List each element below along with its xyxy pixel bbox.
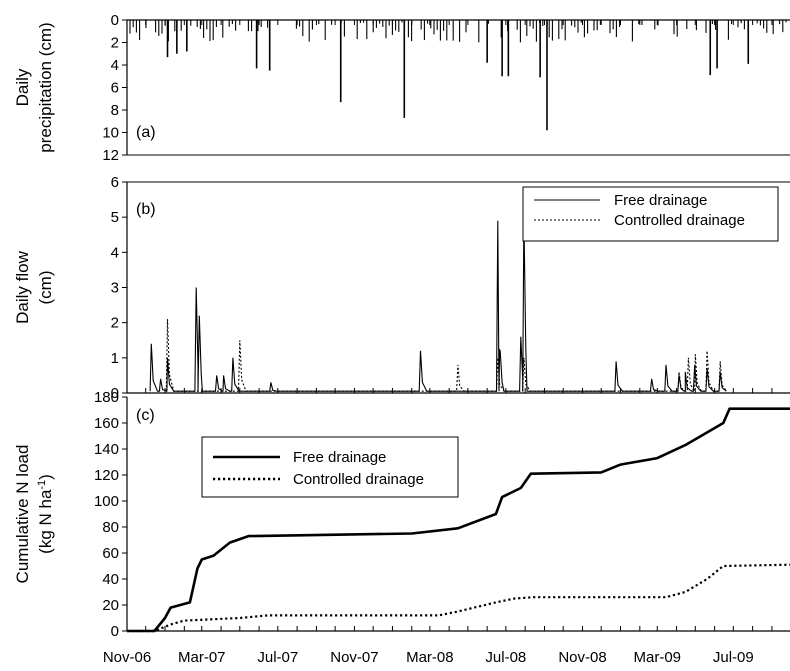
legend: Free drainage Controlled drainage — [522, 186, 779, 242]
series-controlled-drainage-cumulative — [127, 563, 790, 633]
x-tick-label: Mar-07 — [178, 649, 226, 666]
panel-b-daily-flow: 0 1 2 3 4 5 6 (b) Free drainage Controlled draina… — [13, 174, 790, 402]
x-tick-label: Nov-08 — [558, 649, 606, 666]
legend: Free drainage Controlled drainage — [201, 436, 459, 498]
legend-label: Controlled drainage — [293, 471, 424, 488]
x-tick-label: Nov-07 — [330, 649, 378, 666]
y-tick-label: 2 — [111, 315, 119, 332]
x-tick-label: Mar-08 — [406, 649, 454, 666]
legend-box — [522, 186, 779, 242]
y-axis-title-line1: Daily flow — [13, 250, 32, 323]
series-free-drainage-line — [149, 217, 727, 392]
series-controlled-drainage-line — [165, 319, 727, 392]
legend-label: Controlled drainage — [614, 212, 745, 229]
y-tick-label: 2 — [111, 35, 119, 52]
panel-label: (a) — [136, 124, 156, 141]
panel-a-precipitation: 0 2 4 6 8 10 12 (a) Daily precipitation (cm) — [13, 12, 790, 164]
panel-label: (b) — [136, 201, 156, 218]
unit-text: (kg N ha — [36, 489, 55, 554]
y-tick-label: 3 — [111, 280, 119, 297]
unit-text: ) — [36, 474, 55, 480]
y-axis-title-line2: (kg N ha-1) — [36, 474, 55, 554]
y-tick-label: 180 — [94, 389, 119, 406]
y-tick-label: 10 — [102, 125, 119, 142]
legend-label: Free drainage — [614, 192, 707, 209]
x-tick-label: Nov-06 — [103, 649, 151, 666]
y-tick-label: 120 — [94, 467, 119, 484]
y-axis-title: Cumulative N load (kg N ha-1) — [13, 445, 55, 584]
y-tick-label: 12 — [102, 147, 119, 164]
y-tick-label: 4 — [111, 244, 119, 261]
x-tick-label: Jul-09 — [713, 649, 754, 666]
y-axis-title-line1: Cumulative N load — [13, 445, 32, 584]
y-axis-title: Daily precipitation (cm) — [13, 22, 55, 152]
y-tick-label: 0 — [111, 623, 119, 640]
x-tick-label: Mar-09 — [634, 649, 682, 666]
y-axis-title-line2: precipitation (cm) — [36, 22, 55, 152]
y-axis-title-line2: (cm) — [36, 271, 55, 305]
y-tick-label: 60 — [102, 545, 119, 562]
y-tick-label: 80 — [102, 519, 119, 536]
legend-box — [201, 436, 459, 498]
series-free-drainage-cumulative — [127, 407, 790, 633]
x-tick-label: Jul-08 — [485, 649, 526, 666]
y-tick-label: 4 — [111, 57, 119, 74]
y-tick-label: 160 — [94, 415, 119, 432]
y-axis-title: Daily flow (cm) — [13, 250, 55, 323]
y-tick-label: 5 — [111, 209, 119, 226]
y-tick-label: 0 — [111, 12, 119, 29]
y-axis-title-line1: Daily — [13, 68, 32, 106]
x-axis-labels: Nov-06 Mar-07 Jul-07 Nov-07 Mar-08 Jul-08 Nov-… — [103, 649, 754, 666]
legend-label: Free drainage — [293, 449, 386, 466]
y-tick-label: 100 — [94, 493, 119, 510]
unit-exponent: -1 — [36, 480, 48, 490]
panel-c-cumulative-n-load: 0 20 40 60 80 100 120 140 160 180 (c) Free drainage… — [13, 389, 790, 640]
y-tick-label: 6 — [111, 80, 119, 97]
y-tick-label: 8 — [111, 102, 119, 119]
y-tick-label: 140 — [94, 441, 119, 458]
unit-text: precipitation (cm) — [36, 22, 55, 152]
unit-text: (cm) — [36, 271, 55, 305]
y-tick-label: 20 — [102, 597, 119, 614]
y-tick-label: 0 — [111, 385, 119, 402]
y-tick-label: 40 — [102, 571, 119, 588]
x-tick-label: Jul-07 — [257, 649, 298, 666]
y-tick-label: 1 — [111, 350, 119, 367]
y-tick-label: 6 — [111, 174, 119, 191]
panel-label: (c) — [136, 407, 155, 424]
